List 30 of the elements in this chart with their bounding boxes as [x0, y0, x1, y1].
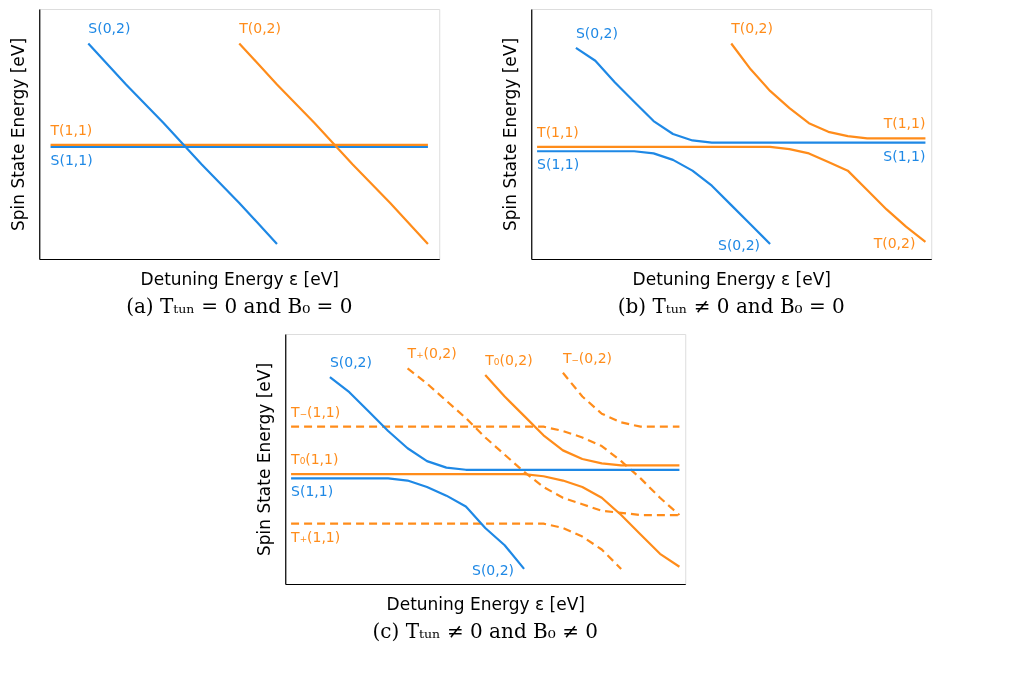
annotation: T(0,2): [872, 234, 916, 251]
series-label: T(1,1): [536, 123, 579, 140]
series-label: S(0,2): [329, 354, 372, 371]
series-label: T₊(1,1): [290, 528, 341, 545]
series-label: S(1,1): [537, 156, 580, 173]
series-label: T₋(1,1): [290, 403, 341, 420]
series-label: T₀(1,1): [290, 451, 339, 468]
series-label: T₊(0,2): [406, 345, 457, 362]
x-axis-title: Detuning Energy ε [eV]: [632, 268, 831, 289]
annotation: T(1,1): [882, 115, 926, 132]
annotation: S(0,2): [718, 236, 761, 253]
series-label: S(1,1): [50, 151, 93, 168]
text: (a) Tₜᵤₙ = 0 and B₀ = 0: [126, 294, 353, 318]
series-label: T(0,2): [238, 20, 281, 37]
annotation: S(1,1): [883, 147, 926, 164]
y-axis-title: Spin State Energy [eV]: [499, 37, 520, 232]
text: (b) Tₜᵤₙ ≠ 0 and B₀ = 0: [617, 294, 845, 318]
series-label: T(0,2): [730, 20, 773, 37]
series-label: S(0,2): [88, 20, 131, 37]
series-label: S(0,2): [575, 24, 618, 41]
x-axis-title: Detuning Energy ε [eV]: [386, 593, 585, 614]
y-axis-title: Spin State Energy [eV]: [7, 37, 28, 232]
series-label: T₀(0,2): [484, 351, 533, 368]
y-axis-title: Spin State Energy [eV]: [253, 362, 274, 557]
series-label: T₋(0,2): [561, 349, 613, 366]
series-label: T(1,1): [49, 121, 93, 138]
annotation: S(0,2): [472, 561, 515, 578]
text: (c) Tₜᵤₙ ≠ 0 and B₀ ≠ 0: [372, 619, 598, 643]
x-axis-title: Detuning Energy ε [eV]: [140, 268, 339, 289]
series-label: S(1,1): [291, 483, 334, 500]
